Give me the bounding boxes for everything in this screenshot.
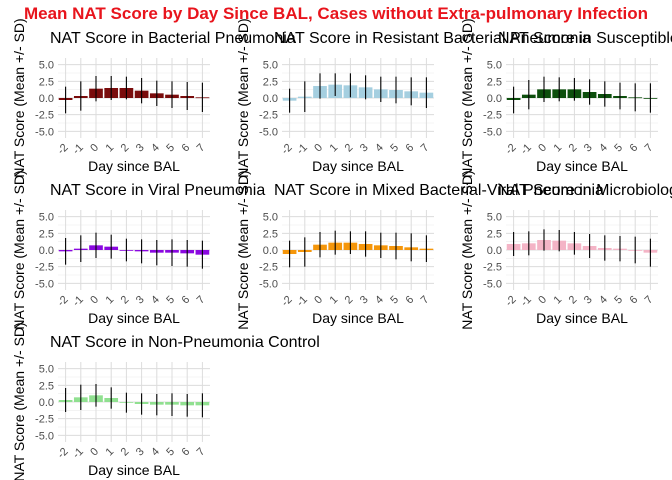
y-axis-label: NAT Score (Mean +/- SD)	[11, 322, 27, 480]
y-tick-label: -5.0	[259, 278, 278, 290]
panel-title: NAT Score in Viral Pneumonia	[50, 182, 265, 199]
x-axis-label: Day since BAL	[88, 158, 180, 174]
y-tick-label: -5.0	[259, 126, 278, 138]
panel-title: NAT Score in Microbiology-negative Pneum…	[498, 182, 672, 199]
y-tick-label: -2.5	[35, 110, 54, 122]
y-tick-label: -2.5	[259, 262, 278, 274]
y-tick-label: 2.5	[487, 228, 502, 240]
y-tick-label: -2.5	[35, 414, 54, 426]
y-tick-label: 0.0	[263, 245, 278, 257]
panel-title: NAT Score in Resistant Bacterial Pneumon…	[274, 30, 591, 47]
y-tick-label: -2.5	[259, 110, 278, 122]
figure-title: Mean NAT Score by Day Since BAL, Cases w…	[24, 4, 648, 23]
y-tick-label: -5.0	[35, 430, 54, 442]
y-tick-label: 0.0	[39, 245, 54, 257]
y-axis-label: NAT Score (Mean +/- SD)	[11, 170, 27, 329]
y-tick-label: 5.0	[263, 212, 278, 224]
y-tick-label: 5.0	[39, 364, 54, 376]
panel-title: NAT Score in Bacterial Pneumonia	[50, 30, 296, 47]
y-axis-label: NAT Score (Mean +/- SD)	[459, 18, 475, 177]
y-tick-label: -5.0	[483, 126, 502, 138]
y-tick-label: -5.0	[35, 278, 54, 290]
x-axis-label: Day since BAL	[536, 158, 628, 174]
y-tick-label: 2.5	[39, 380, 54, 392]
x-axis-label: Day since BAL	[536, 310, 628, 326]
y-axis-label: NAT Score (Mean +/- SD)	[11, 18, 27, 177]
y-tick-label: 2.5	[263, 228, 278, 240]
panel-title: NAT Score in Mixed Bacterial-Viral Pneum…	[274, 182, 604, 199]
y-tick-label: 5.0	[39, 212, 54, 224]
y-axis-label: NAT Score (Mean +/- SD)	[459, 170, 475, 329]
y-tick-label: -2.5	[483, 262, 502, 274]
y-tick-label: 5.0	[487, 212, 502, 224]
y-tick-label: 0.0	[39, 93, 54, 105]
y-tick-label: 0.0	[487, 245, 502, 257]
x-axis-label: Day since BAL	[312, 310, 404, 326]
y-tick-label: 5.0	[39, 60, 54, 72]
y-tick-label: 0.0	[39, 397, 54, 409]
y-tick-label: 2.5	[263, 76, 278, 88]
y-tick-label: -2.5	[35, 262, 54, 274]
y-tick-label: 5.0	[263, 60, 278, 72]
y-tick-label: 5.0	[487, 60, 502, 72]
panel-title: NAT Score in Non-Pneumonia Control	[50, 334, 320, 351]
y-tick-label: 0.0	[263, 93, 278, 105]
y-tick-label: 2.5	[487, 76, 502, 88]
y-tick-label: 0.0	[487, 93, 502, 105]
y-tick-label: -5.0	[483, 278, 502, 290]
y-tick-label: 2.5	[39, 76, 54, 88]
y-tick-label: -5.0	[35, 126, 54, 138]
x-axis-label: Day since BAL	[312, 158, 404, 174]
y-tick-label: 2.5	[39, 228, 54, 240]
panel-title: NAT Score in Susceptible Pneumonia	[498, 30, 672, 47]
y-tick-label: -2.5	[483, 110, 502, 122]
x-axis-label: Day since BAL	[88, 310, 180, 326]
x-axis-label: Day since BAL	[88, 462, 180, 478]
y-axis-label: NAT Score (Mean +/- SD)	[235, 170, 251, 329]
y-axis-label: NAT Score (Mean +/- SD)	[235, 18, 251, 177]
